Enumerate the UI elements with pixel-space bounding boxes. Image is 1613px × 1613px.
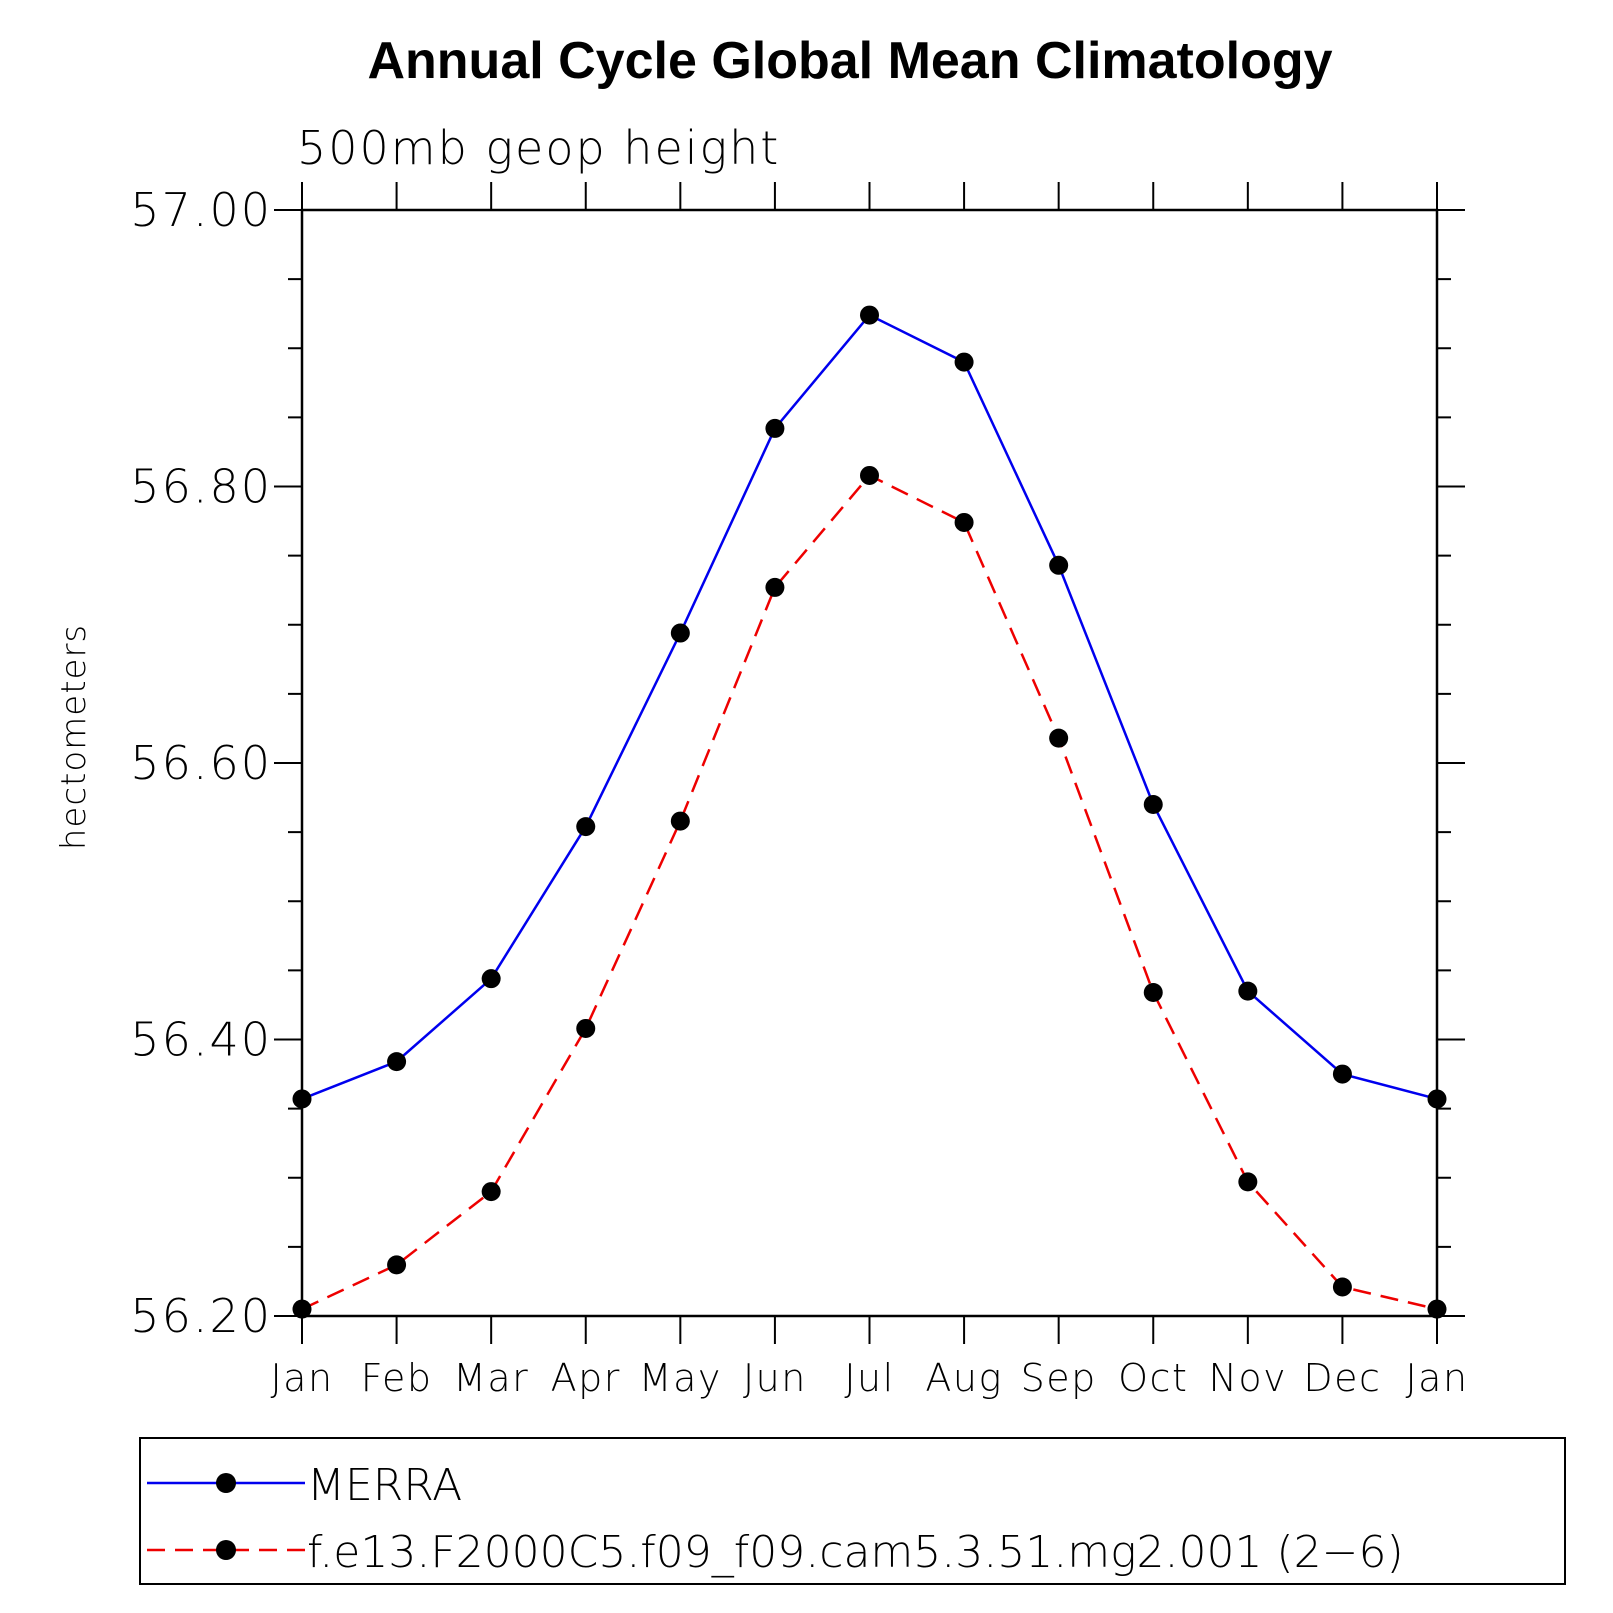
data-point-series-0 — [576, 817, 596, 837]
x-tick-label: Jan — [270, 1356, 333, 1400]
data-point-series-0 — [387, 1052, 407, 1072]
y-axis-label: hectometers — [54, 624, 94, 850]
data-point-series-1 — [954, 512, 974, 532]
data-point-series-0 — [1427, 1089, 1447, 1109]
legend-marker-merra — [216, 1473, 236, 1493]
data-point-series-0 — [860, 305, 879, 325]
series-line-0 — [301, 313, 1438, 1101]
plot-border — [300, 208, 1439, 1318]
plot-frame — [300, 208, 1439, 1318]
data-point-series-1 — [1143, 982, 1163, 1002]
data-point-series-0 — [670, 623, 690, 643]
data-point-series-1 — [765, 577, 785, 597]
data-point-series-0 — [1143, 794, 1163, 814]
x-tick-label: Dec — [1303, 1356, 1381, 1400]
data-point-series-0 — [1238, 981, 1258, 1001]
chart-subtitle: 500mb geop height — [297, 121, 780, 175]
y-axis-ticks: 56.20 56.40 56.60 56.80 57.00 — [130, 183, 1465, 1343]
x-tick-label: May — [639, 1356, 722, 1400]
x-axis-ticks: Jan Feb Mar Apr May Jun Jul Aug Sep Oct Nov Dec Jan — [270, 182, 1468, 1400]
x-tick-label: Nov — [1208, 1356, 1287, 1400]
data-point-series-1 — [1049, 728, 1069, 748]
x-tick-label: Sep — [1021, 1356, 1097, 1400]
y-tick-label: 56.60 — [130, 736, 272, 790]
legend-marker-model — [216, 1540, 236, 1560]
data-point-series-1 — [1238, 1172, 1258, 1192]
x-tick-label: Jan — [1405, 1356, 1468, 1400]
y-tick-label: 57.00 — [130, 183, 272, 237]
data-point-series-1 — [387, 1255, 407, 1275]
x-tick-label: Feb — [361, 1356, 433, 1400]
data-point-series-0 — [954, 352, 974, 372]
legend: MERRA f.e13.F2000C5.f09_f09.cam5.3.51.mg… — [139, 1437, 1566, 1585]
x-tick-label: Apr — [551, 1356, 621, 1400]
series-layer — [292, 305, 1447, 1319]
data-point-series-1 — [481, 1182, 501, 1202]
data-point-series-0 — [1049, 555, 1069, 575]
legend-box — [139, 1437, 1566, 1585]
x-tick-label: Jun — [743, 1356, 807, 1400]
y-tick-label: 56.80 — [130, 460, 272, 514]
chart-title: Annual Cycle Global Mean Climatology — [367, 32, 1332, 90]
legend-label-model: f.e13.F2000C5.f09_f09.cam5.3.51.mg2.001 … — [307, 1527, 1404, 1578]
legend-label-merra: MERRA — [307, 1460, 462, 1511]
data-point-series-0 — [481, 969, 501, 989]
data-point-series-1 — [1332, 1277, 1352, 1297]
x-tick-label: Mar — [453, 1356, 529, 1400]
data-point-series-1 — [1427, 1299, 1447, 1319]
data-point-series-1 — [576, 1018, 596, 1038]
x-tick-label: Oct — [1118, 1356, 1188, 1400]
x-tick-label: Jul — [844, 1356, 894, 1400]
y-tick-label: 56.20 — [130, 1289, 272, 1343]
data-point-series-0 — [765, 418, 785, 438]
data-point-series-1 — [292, 1299, 312, 1319]
x-tick-label: Aug — [925, 1356, 1002, 1400]
data-point-series-1 — [670, 811, 690, 831]
data-point-series-0 — [1332, 1064, 1352, 1084]
data-point-series-0 — [292, 1089, 312, 1109]
series-line-1 — [301, 473, 1438, 1311]
data-point-series-1 — [860, 465, 879, 485]
y-tick-label: 56.40 — [130, 1013, 272, 1067]
